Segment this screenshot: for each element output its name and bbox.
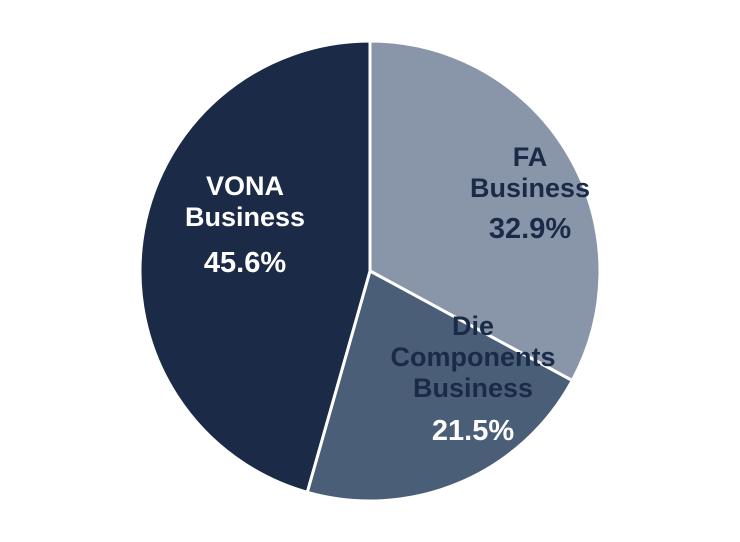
pie-slice-label-die: Business: [413, 373, 533, 403]
pie-chart: FABusiness32.9%DieComponentsBusiness21.5…: [0, 0, 740, 542]
pie-slice-value-fa: 32.9%: [489, 213, 571, 245]
pie-slice-label-fa: Business: [470, 173, 590, 203]
pie-slice-label-fa: FA: [513, 142, 548, 172]
pie-slice-label-vona: VONA: [206, 171, 284, 201]
pie-slice-label-die: Components: [391, 342, 556, 372]
pie-slice-value-die: 21.5%: [432, 415, 514, 447]
pie-slice-label-vona: Business: [185, 202, 305, 232]
pie-slice-value-vona: 45.6%: [204, 247, 286, 279]
pie-slice-label-die: Die: [452, 311, 494, 341]
